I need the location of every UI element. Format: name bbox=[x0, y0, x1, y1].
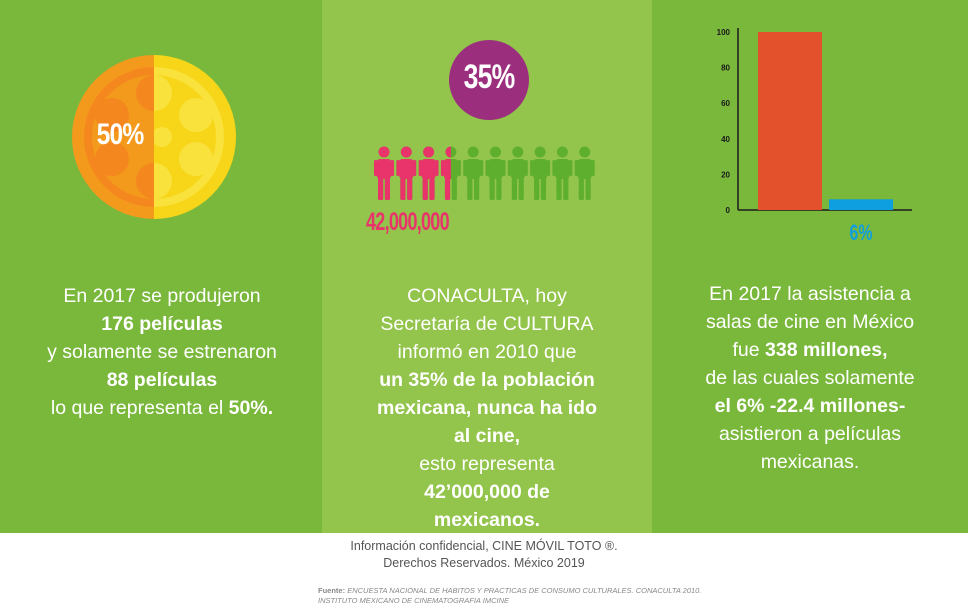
right-stat-line-4: de las cuales solamente bbox=[705, 367, 915, 389]
left-stat-line-3: y solamente se estrenaron bbox=[47, 341, 277, 363]
footer-source: Fuente: ENCUESTA NACIONAL DE HABITOS Y P… bbox=[318, 586, 738, 606]
source-text-2: INSTITUTO MEXICANO DE CINEMATOGRAFIA IMC… bbox=[318, 596, 509, 605]
bar bbox=[758, 32, 822, 210]
person-icon bbox=[396, 146, 417, 200]
population-number: 42,000,000 bbox=[366, 208, 450, 236]
middle-stat-line-5: mexicana, nunca ha ido bbox=[377, 397, 597, 419]
bar bbox=[829, 199, 893, 210]
left-stat-line-5: lo que representa el 50%. bbox=[50, 397, 274, 419]
person-icon bbox=[485, 146, 506, 200]
person-icon bbox=[440, 146, 461, 200]
person-icon bbox=[374, 146, 394, 200]
attendance-bar-chart: 0 20 40 60 80 100 6% bbox=[717, 28, 912, 246]
person-icon bbox=[552, 146, 573, 200]
left-stat-text: En 2017 se produjeron 176 películas y sola… bbox=[14, 282, 310, 422]
right-stat-line-2: salas de cine en México bbox=[705, 311, 915, 333]
percent-circle-label: 35% bbox=[463, 58, 516, 96]
middle-stat-line-8: 42’000,000 de bbox=[424, 481, 550, 503]
middle-stat-line-3: informó en 2010 que bbox=[397, 341, 577, 363]
middle-stat-line-2: Secretaría de CULTURA bbox=[380, 313, 594, 335]
person-icon bbox=[463, 146, 484, 200]
people-pictogram bbox=[374, 146, 595, 200]
middle-stat-line-9: mexicanos. bbox=[433, 509, 541, 531]
middle-stat-line-7: esto representa bbox=[419, 453, 555, 475]
y-tick-label: 20 bbox=[721, 170, 730, 179]
middle-stat-text: CONACULTA, hoy Secretaría de CULTURA infor… bbox=[334, 282, 640, 534]
left-stat-line-2: 176 películas bbox=[101, 313, 223, 335]
right-stat-line-3: fue 338 millones, bbox=[732, 339, 888, 361]
person-icon bbox=[418, 146, 439, 200]
right-stat-line-5: el 6% -22.4 millones- bbox=[714, 395, 906, 417]
y-tick-label: 100 bbox=[717, 28, 731, 37]
bar-data-label: 6% bbox=[850, 222, 873, 246]
footer-line-2: Derechos Reservados. México 2019 bbox=[383, 556, 585, 570]
film-reel-icon bbox=[72, 55, 236, 219]
right-stat-line-6: asistieron a películas bbox=[718, 423, 902, 445]
middle-stat-line-4: un 35% de la población bbox=[379, 369, 595, 391]
right-stat-line-1: En 2017 la asistencia a bbox=[709, 283, 911, 305]
y-tick-label: 80 bbox=[721, 64, 730, 73]
percent-circle bbox=[449, 40, 529, 120]
footer-line-1: Información confidencial, CINE MÓVIL TOT… bbox=[350, 539, 618, 553]
source-text: ENCUESTA NACIONAL DE HABITOS Y PRACTICAS… bbox=[347, 586, 702, 595]
y-tick-label: 0 bbox=[726, 206, 731, 215]
middle-stat-line-6: al cine, bbox=[453, 425, 521, 447]
person-icon bbox=[507, 146, 528, 200]
reel-percent-label: 50% bbox=[96, 118, 145, 151]
middle-stat-line-1: CONACULTA, hoy bbox=[407, 285, 567, 307]
y-tick-label: 40 bbox=[721, 135, 730, 144]
person-icon bbox=[574, 146, 595, 200]
source-label: Fuente: bbox=[318, 586, 346, 595]
footer-confidential: Información confidencial, CINE MÓVIL TOT… bbox=[0, 538, 968, 572]
left-stat-line-4: 88 películas bbox=[106, 369, 218, 391]
right-stat-line-7: mexicanas. bbox=[760, 451, 860, 473]
y-tick-label: 60 bbox=[721, 99, 730, 108]
left-stat-line-1: En 2017 se produjeron bbox=[63, 285, 261, 307]
person-icon bbox=[530, 146, 551, 200]
right-stat-text: En 2017 la asistencia a salas de cine en … bbox=[664, 280, 956, 476]
